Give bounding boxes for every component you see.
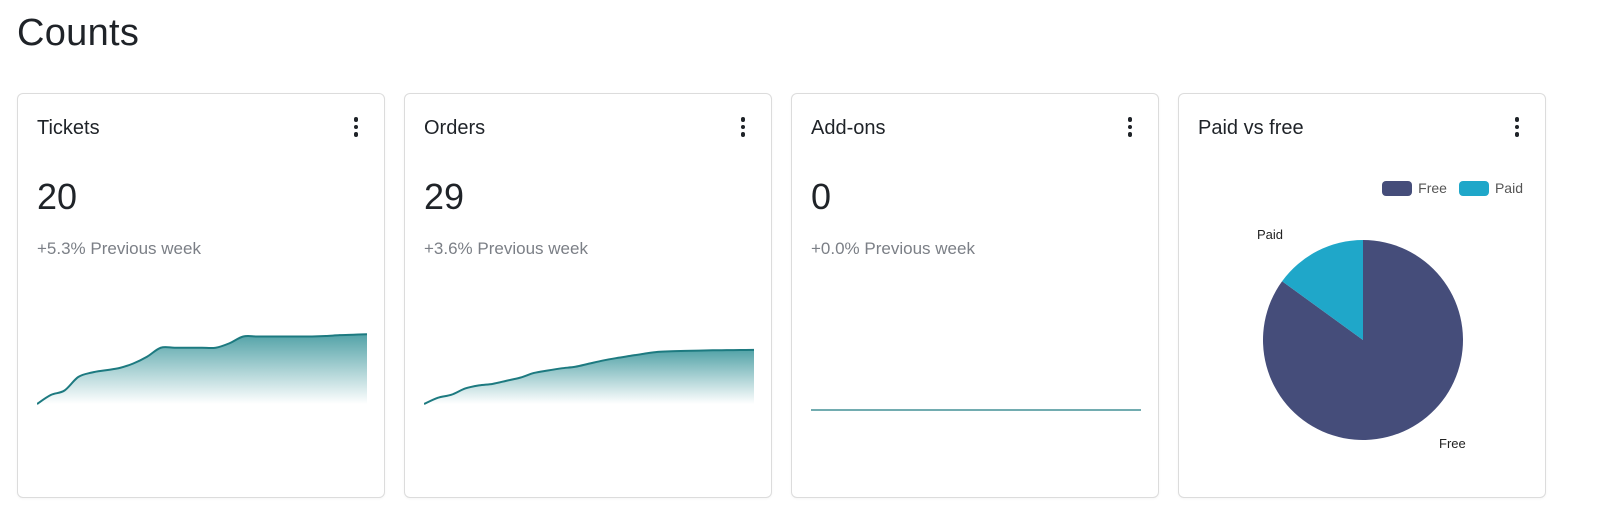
legend-item-free[interactable]: Free [1382, 180, 1447, 196]
sparkline-area [424, 349, 754, 404]
legend-swatch-free [1382, 180, 1413, 196]
more-vertical-icon[interactable] [1505, 114, 1529, 140]
pie-label-free: Free [1439, 436, 1466, 451]
more-vertical-icon[interactable] [731, 114, 755, 140]
pie-label-paid: Paid [1257, 227, 1284, 242]
card-title: Paid vs free [1198, 117, 1304, 139]
card-title: Tickets [37, 117, 100, 139]
card-value: 29 [424, 176, 465, 217]
legend-label: Paid [1494, 180, 1523, 196]
card-value: 0 [811, 176, 832, 217]
counts-cards: Tickets 20 +5.3% Previous week Orders 29… [17, 93, 1546, 498]
sparkline-area [37, 334, 367, 404]
legend-swatch-paid [1458, 180, 1489, 196]
card-title: Add-ons [811, 117, 886, 139]
tickets-sparkline [37, 333, 367, 405]
more-vertical-icon[interactable] [344, 114, 368, 140]
legend-item-paid[interactable]: Paid [1458, 180, 1523, 196]
addons-card: Add-ons 0 +0.0% Previous week [791, 93, 1159, 498]
tickets-card: Tickets 20 +5.3% Previous week [17, 93, 385, 498]
more-vertical-icon[interactable] [1118, 114, 1142, 140]
card-change: +5.3% Previous week [37, 239, 201, 258]
card-change: +3.6% Previous week [424, 239, 588, 258]
sparkline-line [424, 348, 754, 405]
orders-sparkline [424, 348, 754, 405]
pie-slice-paid[interactable] [1282, 240, 1363, 340]
orders-card: Orders 29 +3.6% Previous week [404, 93, 772, 498]
card-change: +0.0% Previous week [811, 239, 975, 258]
paid-free-pie [1263, 240, 1463, 440]
card-value: 20 [37, 176, 78, 217]
addons-sparkline [811, 409, 1141, 411]
card-title: Orders [424, 117, 486, 139]
page-title: Counts [17, 12, 140, 54]
paid-vs-free-card: Paid vs free Free Paid Paid Free [1178, 93, 1546, 498]
sparkline-line [37, 333, 367, 405]
pie-legend: Free Paid [1382, 180, 1523, 196]
legend-label: Free [1418, 180, 1447, 196]
